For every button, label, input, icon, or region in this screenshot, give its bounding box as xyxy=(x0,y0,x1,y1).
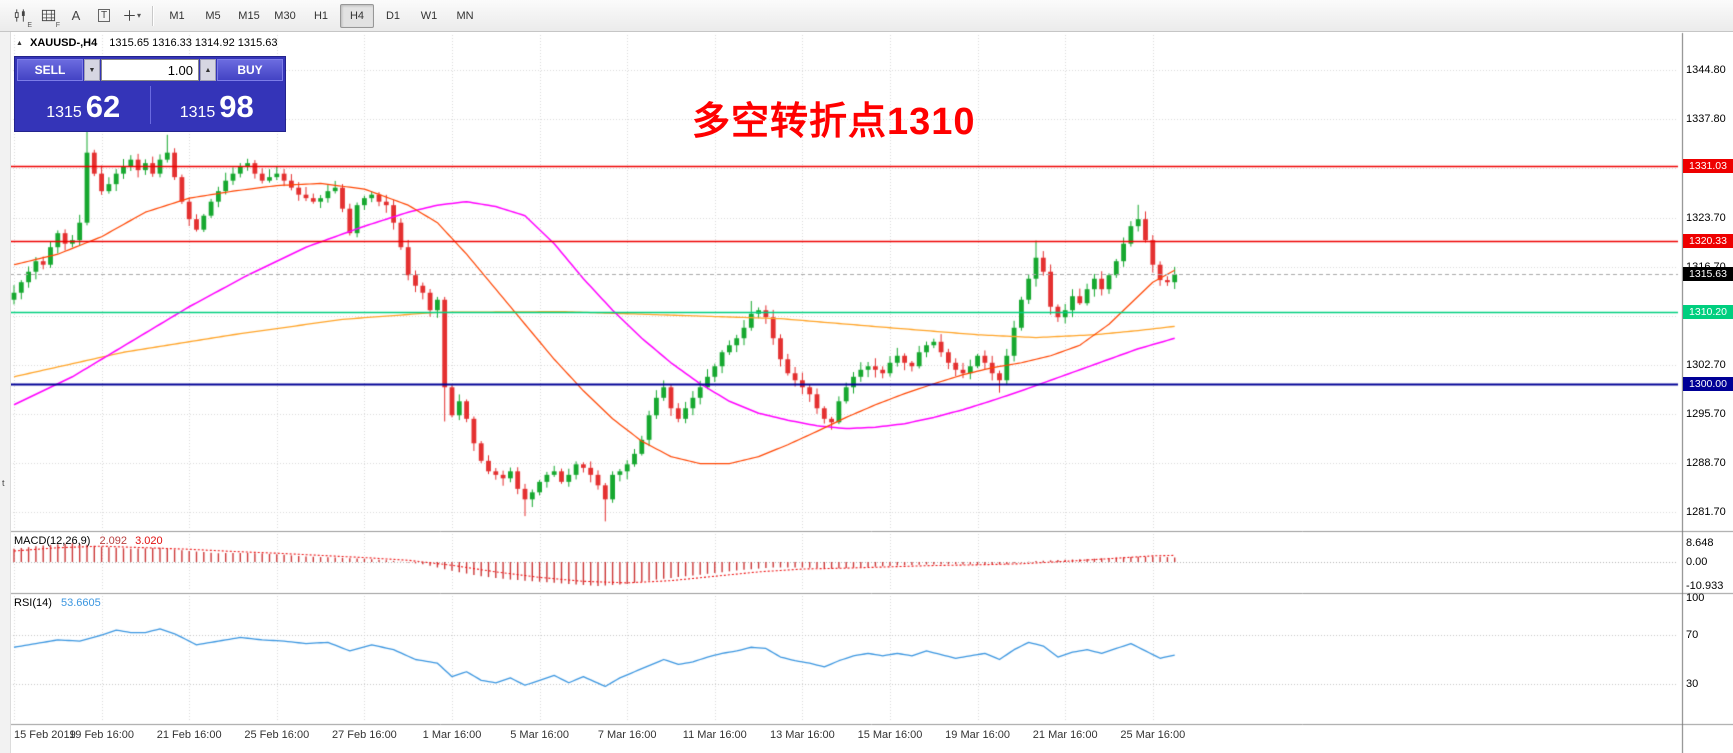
timeframe-m5[interactable]: M5 xyxy=(205,9,221,22)
rsi-value: 53.6605 xyxy=(60,597,101,609)
buy-button[interactable]: BUY xyxy=(217,59,283,81)
timeframe-mn[interactable]: MN xyxy=(456,9,474,22)
price-axis[interactable] xyxy=(1683,33,1733,753)
chevron-down-icon: ▾ xyxy=(136,11,141,20)
volume-input[interactable] xyxy=(101,59,199,81)
bid-price[interactable]: 1315 62 xyxy=(17,88,150,122)
sell-button[interactable]: SELL xyxy=(17,59,83,81)
rsi-tick-100: 100 xyxy=(1686,592,1705,605)
macd-value-signal: 3.020 xyxy=(135,535,163,547)
rsi-header: RSI(14) 53.6605 xyxy=(14,597,101,609)
text-tool-button[interactable]: A xyxy=(71,8,81,23)
time-tick: 7 Mar 16:00 xyxy=(597,729,657,741)
trade-panel-divider xyxy=(149,86,151,124)
bid-price-big: 62 xyxy=(85,89,121,124)
rsi-tick-70: 70 xyxy=(1686,629,1699,641)
timeframe-w1[interactable]: W1 xyxy=(420,9,438,22)
price-badge-1331.03: 1331.03 xyxy=(1683,159,1733,174)
icon-sub-f: F xyxy=(55,21,60,29)
time-tick: 1 Mar 16:00 xyxy=(422,729,482,741)
price-tick-1323.70: 1323.70 xyxy=(1686,211,1726,224)
timeframe-m30[interactable]: M30 xyxy=(274,9,296,22)
symbol-period: XAUUSD-,H4 xyxy=(30,37,98,49)
annotation-text[interactable]: 多空转折点1310 xyxy=(692,101,976,143)
macd-tick-8.648: 8.648 xyxy=(1686,537,1714,549)
toolbar: E F A T ▾ M1 M5 M15 M30 H1 H4 D1 W1 MN xyxy=(0,0,1733,32)
grid-glyph xyxy=(41,9,55,22)
timeframe-d1[interactable]: D1 xyxy=(385,9,401,22)
macd-tick-0.00: 0.00 xyxy=(1686,556,1708,568)
timeframe-h4[interactable]: H4 xyxy=(340,3,374,28)
price-tick-1295.70: 1295.70 xyxy=(1686,407,1726,420)
time-tick: 15 Feb 2019 xyxy=(14,729,76,741)
time-tick: 13 Mar 16:00 xyxy=(769,729,835,741)
price-badge-1320.33: 1320.33 xyxy=(1683,234,1733,249)
time-tick: 15 Mar 16:00 xyxy=(857,729,923,741)
left-splitter[interactable]: t xyxy=(0,32,11,753)
timeframe-h1[interactable]: H1 xyxy=(313,9,329,22)
volume-increase-button[interactable]: ▲ xyxy=(200,59,216,81)
grid-chart-icon[interactable]: F xyxy=(34,3,62,29)
left-edge-text: t xyxy=(2,478,5,488)
price-tick-1344.80: 1344.80 xyxy=(1686,64,1726,76)
time-tick: 27 Feb 16:00 xyxy=(331,729,397,741)
price-badge-1315.63: 1315.63 xyxy=(1683,267,1733,282)
price-badge-1310.20: 1310.20 xyxy=(1683,305,1733,320)
ohlc-values: 1315.65 1316.33 1314.92 1315.63 xyxy=(109,37,278,49)
price-tick-1288.70: 1288.70 xyxy=(1686,456,1726,469)
draw-tools-button[interactable]: ▾ xyxy=(118,3,146,29)
macd-value-main: 2.092 xyxy=(99,535,128,547)
price-tick-1337.80: 1337.80 xyxy=(1686,113,1726,126)
bid-price-small: 1315 xyxy=(46,104,82,121)
ask-price-big: 98 xyxy=(219,89,254,124)
candlestick-glyph xyxy=(14,9,25,22)
time-tick: 19 Feb 16:00 xyxy=(69,729,135,741)
toolbar-separator xyxy=(152,5,153,26)
volume-decrease-button[interactable]: ▼ xyxy=(84,59,100,81)
one-click-trading-panel: SELL ▼ ▲ BUY 1315 62 1315 98 xyxy=(14,56,286,132)
price-badge-1300.00: 1300.00 xyxy=(1683,376,1733,391)
rsi-tick-30: 30 xyxy=(1686,678,1699,690)
label-tool-button[interactable]: T xyxy=(90,3,118,29)
time-tick: 21 Mar 16:00 xyxy=(1032,729,1098,741)
macd-tick--10.933: -10.933 xyxy=(1686,580,1724,592)
time-tick: 19 Mar 16:00 xyxy=(945,729,1011,741)
timeframe-m1[interactable]: M1 xyxy=(169,9,185,22)
ask-price-small: 1315 xyxy=(179,104,216,121)
label-tool-glyph: T xyxy=(97,9,111,22)
candlestick-chart-icon[interactable]: E xyxy=(6,3,34,29)
collapse-icon[interactable]: ▲ xyxy=(16,40,23,47)
timeframe-m15[interactable]: M15 xyxy=(238,9,260,22)
time-tick: 25 Mar 16:00 xyxy=(1120,729,1186,741)
price-tick-1281.70: 1281.70 xyxy=(1686,505,1726,518)
timeframe-toolbar: M1 M5 M15 M30 H1 H4 D1 W1 MN xyxy=(159,3,483,28)
icon-sub-e: E xyxy=(27,21,32,29)
time-tick: 25 Feb 16:00 xyxy=(244,729,310,741)
rsi-name: RSI(14) xyxy=(14,597,52,609)
chart-header: ▲ XAUUSD-,H4 1315.65 1316.33 1314.92 131… xyxy=(16,37,278,49)
macd-name: MACD(12,26,9) xyxy=(14,535,91,547)
time-tick: 21 Feb 16:00 xyxy=(156,729,222,741)
macd-header: MACD(12,26,9) 2.092 3.020 xyxy=(14,535,163,547)
time-tick: 11 Mar 16:00 xyxy=(682,729,747,741)
time-tick: 5 Mar 16:00 xyxy=(510,729,569,741)
ask-price[interactable]: 1315 98 xyxy=(151,88,284,122)
crosshair-icon xyxy=(124,10,135,21)
price-tick-1302.70: 1302.70 xyxy=(1686,358,1726,371)
